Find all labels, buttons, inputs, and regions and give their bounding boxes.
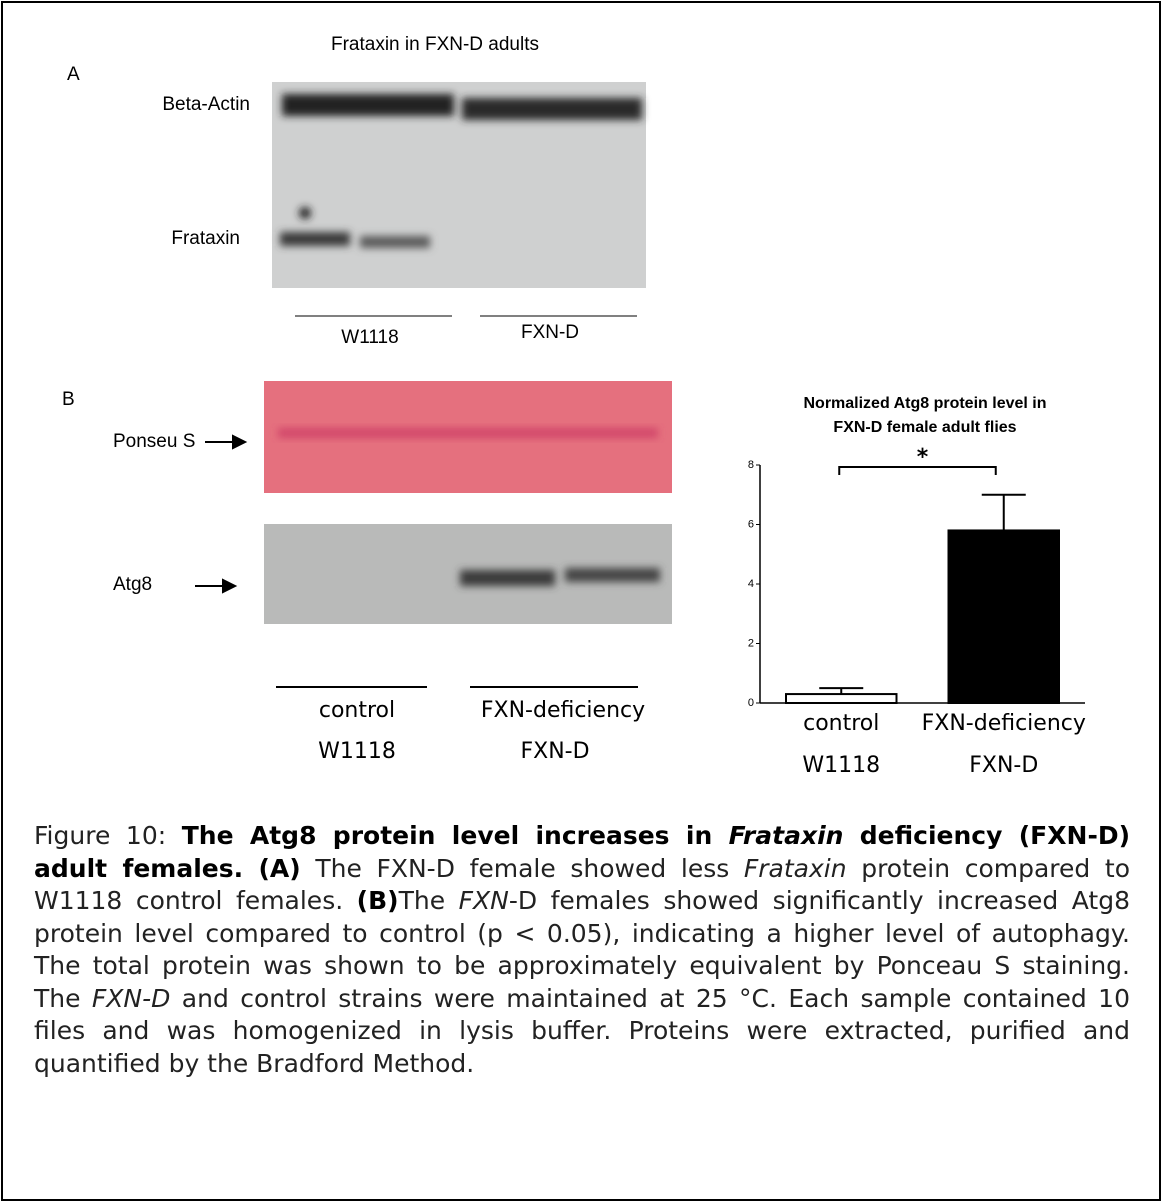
chart-title: Normalized Atg8 protein level in xyxy=(803,395,1046,412)
panel-title: Frataxin in FXN-D adults xyxy=(331,34,539,55)
caption-text: The xyxy=(399,886,459,915)
x-tick-label: control xyxy=(803,711,879,736)
caption-text: FXN xyxy=(459,886,509,915)
caption-text: (A) xyxy=(243,854,301,883)
y-tick-label: 6 xyxy=(748,518,754,530)
caption-text: The FXN-D female showed less xyxy=(301,854,744,883)
caption-text: The Atg8 protein level increases in xyxy=(182,821,729,850)
caption-text: Frataxin xyxy=(744,854,847,883)
x-tick-label: W1118 xyxy=(802,753,880,778)
caption-text: (B) xyxy=(357,886,399,915)
bands xyxy=(278,428,658,438)
y-tick-label: 4 xyxy=(748,578,754,590)
row-label: Ponseu S xyxy=(113,431,195,452)
chart-title: FXN-D female adult flies xyxy=(833,419,1016,436)
lane-label: W1118 xyxy=(318,739,396,764)
y-tick-label: 2 xyxy=(748,637,754,649)
arrow xyxy=(205,436,245,448)
page: {"figure": { "panel_a": {"letter": "A", … xyxy=(0,0,1166,1166)
lane-label: W1118 xyxy=(341,327,398,348)
lane-label: FXN-D xyxy=(521,322,579,343)
significance-label: * xyxy=(917,445,929,470)
bar xyxy=(949,530,1060,703)
caption-text: Frataxin xyxy=(729,821,844,850)
row-label: Atg8 xyxy=(113,574,152,595)
x-tick-label: FXN-D xyxy=(969,753,1038,778)
caption-text: FXN-D xyxy=(92,984,170,1013)
panel-letter: A xyxy=(67,64,80,85)
figure: A Frataxin in FXN-D adults Beta-Actin Fr… xyxy=(0,0,1166,810)
y-tick-label: 0 xyxy=(748,697,754,709)
x-tick-label: FXN-deficiency xyxy=(922,711,1086,736)
caption: Figure 10: The Atg8 protein level increa… xyxy=(34,820,1130,1080)
panel-letter: B xyxy=(62,389,75,410)
row-label: Beta-Actin xyxy=(162,94,250,115)
y-tick-label: 8 xyxy=(748,459,754,471)
caption-text: Figure 10: xyxy=(34,821,182,850)
error-bar xyxy=(982,495,1026,531)
row-label: Frataxin xyxy=(171,228,240,249)
lane-label: control xyxy=(319,698,395,723)
bar xyxy=(786,694,897,703)
caption-text: and control strains were maintained at 2… xyxy=(34,984,1130,1078)
lane-label: FXN-D xyxy=(520,739,589,764)
arrow xyxy=(195,580,235,592)
lane-label: FXN-deficiency xyxy=(481,698,645,723)
